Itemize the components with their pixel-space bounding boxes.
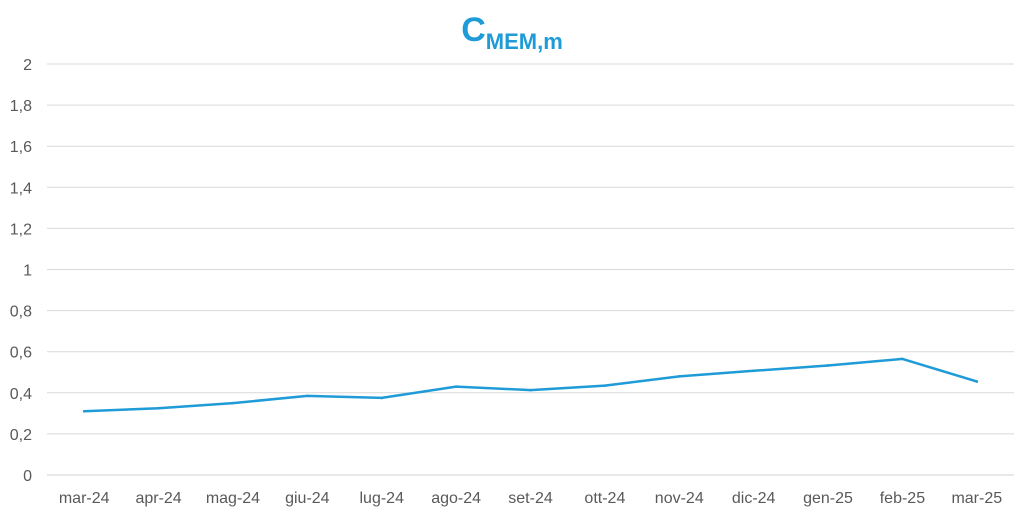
data-point xyxy=(231,401,235,405)
x-axis-tick-labels: mar-24 apr-24 mag-24 giu-24 lug-24 ago-24 set-… xyxy=(59,490,1002,507)
data-point xyxy=(454,385,458,388)
y-tick-label: 0,4 xyxy=(10,386,32,403)
x-tick-label: nov-24 xyxy=(655,490,704,507)
x-tick-label: feb-25 xyxy=(880,490,925,507)
chart-title-subscript: MEM,m xyxy=(485,29,563,54)
gridlines xyxy=(47,63,1014,476)
chart-title: CMEM,m xyxy=(0,10,1024,54)
data-point xyxy=(157,406,160,410)
x-tick-label: mar-25 xyxy=(951,490,1002,507)
y-tick-label: 1,4 xyxy=(10,180,32,197)
x-tick-label: ott-24 xyxy=(584,490,625,507)
series-layer xyxy=(82,357,979,413)
data-point xyxy=(603,384,607,387)
x-tick-label: giu-24 xyxy=(285,490,330,507)
data-point xyxy=(306,394,309,398)
x-tick-label: lug-24 xyxy=(359,490,404,507)
y-axis-tick-labels: 0 0,2 0,4 0,6 0,8 1 1,2 1,4 1,6 1,8 2 xyxy=(10,57,32,485)
y-tick-label: 2 xyxy=(23,57,32,74)
x-tick-label: mag-24 xyxy=(206,490,260,507)
y-tick-label: 0,2 xyxy=(10,427,32,444)
y-tick-label: 1,8 xyxy=(10,98,32,115)
series-line xyxy=(82,357,979,413)
data-point xyxy=(901,357,904,361)
data-point xyxy=(82,409,86,413)
data-point xyxy=(380,396,384,400)
chart-title-main: C xyxy=(461,11,486,49)
y-tick-label: 1,2 xyxy=(10,221,32,238)
y-tick-label: 0 xyxy=(23,468,32,485)
x-tick-label: apr-24 xyxy=(135,490,181,507)
y-tick-label: 0,8 xyxy=(10,304,32,321)
y-tick-label: 1,6 xyxy=(10,139,32,156)
y-tick-label: 0,6 xyxy=(10,345,32,362)
data-point xyxy=(826,364,830,367)
data-point xyxy=(677,375,681,378)
data-point xyxy=(975,380,979,383)
y-tick-label: 1 xyxy=(23,263,32,280)
x-tick-label: dic-24 xyxy=(732,490,776,507)
x-tick-label: set-24 xyxy=(508,490,553,507)
x-tick-label: gen-25 xyxy=(803,490,853,507)
data-point xyxy=(529,388,532,392)
x-tick-label: ago-24 xyxy=(431,490,481,507)
x-tick-label: mar-24 xyxy=(59,490,110,507)
data-point xyxy=(752,369,755,373)
